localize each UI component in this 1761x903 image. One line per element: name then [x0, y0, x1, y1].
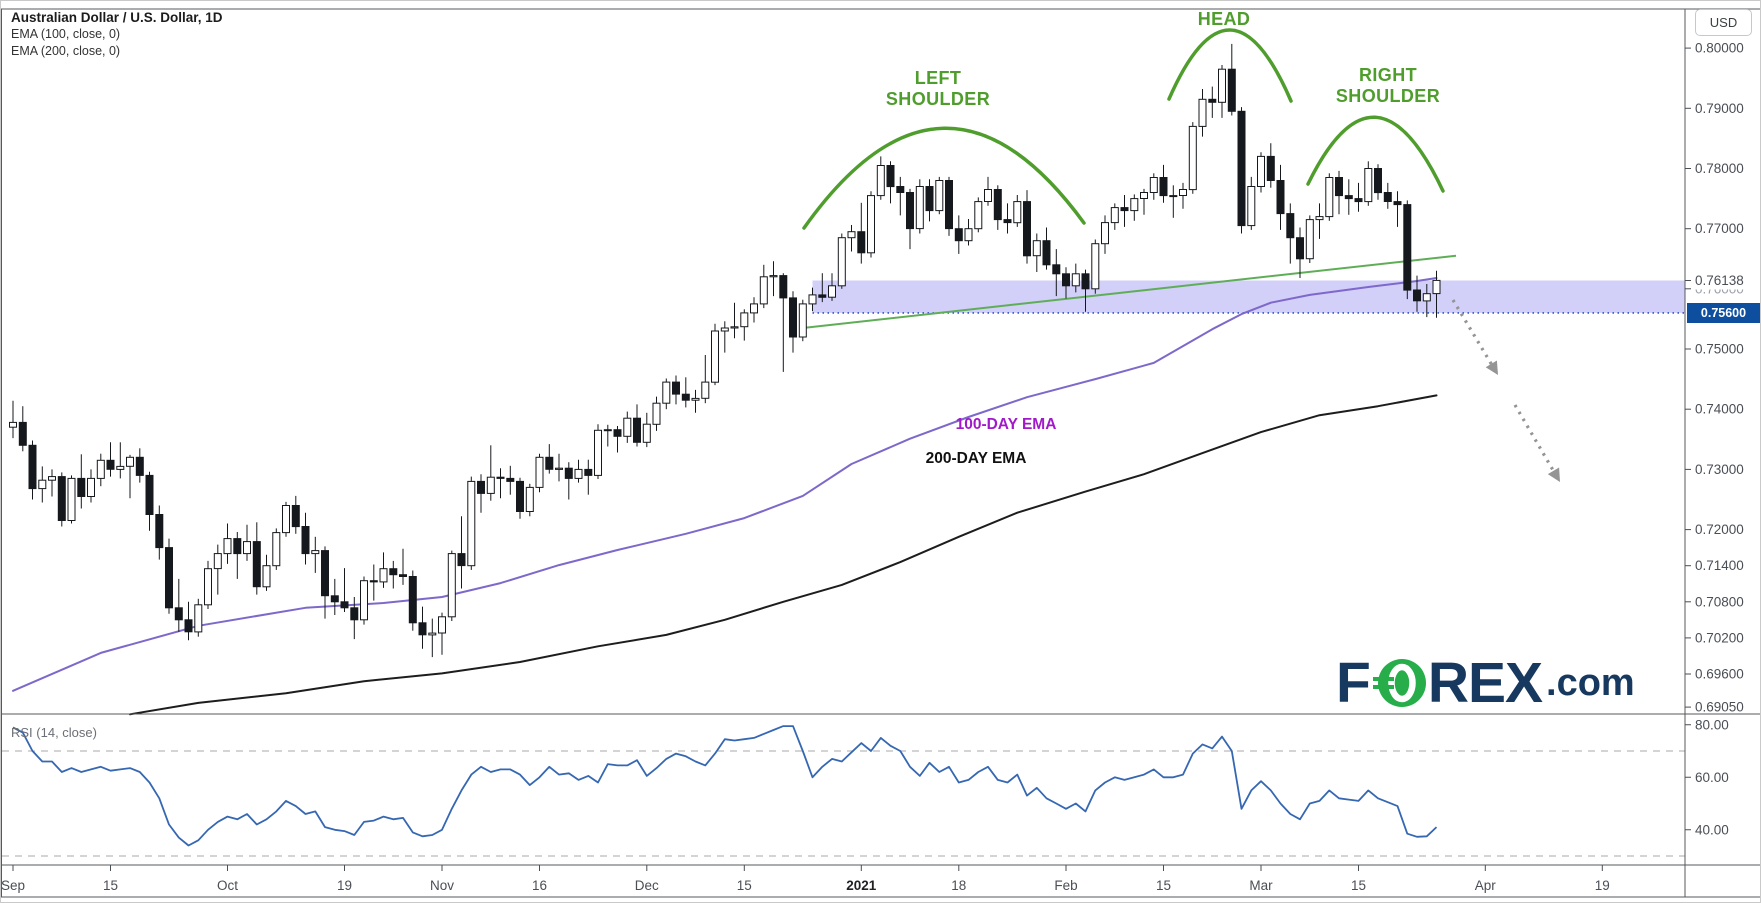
- svg-text:0.79000: 0.79000: [1695, 101, 1744, 116]
- projection-arrow-2: [1513, 404, 1556, 474]
- logo-f: F: [1336, 651, 1371, 715]
- rsi-pane-title[interactable]: RSI (14, close): [11, 725, 97, 740]
- svg-text:0.70200: 0.70200: [1695, 630, 1744, 645]
- neckline: [802, 254, 1457, 329]
- symbol-title[interactable]: Australian Dollar / U.S. Dollar, 1D: [11, 10, 223, 25]
- currency-toggle-button[interactable]: USD: [1695, 9, 1752, 36]
- svg-text:0.74000: 0.74000: [1695, 402, 1744, 417]
- last-price-badge: 0.75600: [1687, 303, 1760, 323]
- svg-text:15: 15: [737, 878, 752, 893]
- svg-text:Sep: Sep: [1, 878, 25, 893]
- svg-text:60.00: 60.00: [1695, 770, 1729, 785]
- forex-logo: F REX .com: [1336, 651, 1635, 715]
- svg-text:18: 18: [951, 878, 966, 893]
- svg-text:0.80000: 0.80000: [1695, 41, 1744, 56]
- indicator-ema200[interactable]: EMA (200, close, 0): [11, 44, 121, 58]
- price-axis[interactable]: 0.800000.790000.780000.770000.760000.761…: [1685, 41, 1759, 838]
- ema200-curve-label: 200-DAY EMA: [925, 450, 1027, 467]
- svg-text:0.70800: 0.70800: [1695, 594, 1744, 609]
- svg-text:0.69050: 0.69050: [1695, 700, 1744, 715]
- svg-text:16: 16: [532, 878, 547, 893]
- svg-text:40.00: 40.00: [1695, 822, 1729, 837]
- logo-com: .com: [1546, 661, 1635, 704]
- candles-layer: [9, 43, 1441, 658]
- svg-text:0.77000: 0.77000: [1695, 221, 1744, 236]
- svg-text:0.78000: 0.78000: [1695, 161, 1744, 176]
- svg-text:15: 15: [1351, 878, 1366, 893]
- ema200-line: [129, 394, 1438, 716]
- logo-rex: REX: [1427, 651, 1543, 715]
- svg-text:0.73000: 0.73000: [1695, 462, 1744, 477]
- time-axis[interactable]: Sep 15 Oct 19 Nov 16 Dec 15 2021 18 Feb 15 Mar 15 Apr 1…: [1, 865, 1610, 893]
- svg-text:Dec: Dec: [635, 878, 659, 893]
- support-zone-band: [812, 280, 1685, 313]
- rsi-line: [12, 725, 1438, 847]
- projection-arrowhead-2: [1547, 467, 1560, 482]
- svg-text:80.00: 80.00: [1695, 717, 1729, 732]
- svg-text:19: 19: [337, 878, 352, 893]
- logo-o-icon: [1372, 658, 1427, 708]
- svg-text:15: 15: [1156, 878, 1171, 893]
- svg-text:0.76138: 0.76138: [1695, 273, 1744, 288]
- svg-text:Mar: Mar: [1249, 878, 1273, 893]
- ema100-line: [12, 277, 1438, 692]
- head-label: HEAD: [1197, 9, 1251, 29]
- right-shoulder-arc: [1306, 115, 1445, 193]
- svg-text:0.69600: 0.69600: [1695, 667, 1744, 682]
- right-shoulder-label: RIGHT SHOULDER: [1335, 65, 1441, 106]
- svg-text:15: 15: [103, 878, 118, 893]
- svg-text:2021: 2021: [846, 878, 877, 893]
- projection-arrowhead-1: [1485, 360, 1498, 375]
- head-arc: [1167, 28, 1293, 103]
- svg-text:19: 19: [1595, 878, 1610, 893]
- svg-text:0.75000: 0.75000: [1695, 342, 1744, 357]
- svg-text:Apr: Apr: [1475, 878, 1497, 893]
- svg-text:0.72000: 0.72000: [1695, 522, 1744, 537]
- left-shoulder-label: LEFT SHOULDER: [885, 68, 991, 109]
- legend: Australian Dollar / U.S. Dollar, 1D EMA …: [11, 9, 223, 60]
- svg-text:Nov: Nov: [430, 878, 454, 893]
- left-shoulder-arc: [802, 126, 1086, 230]
- svg-text:Oct: Oct: [217, 878, 238, 893]
- ema100-curve-label: 100-DAY EMA: [955, 416, 1057, 433]
- svg-text:Feb: Feb: [1054, 878, 1077, 893]
- indicator-ema100[interactable]: EMA (100, close, 0): [11, 27, 121, 41]
- svg-text:0.71400: 0.71400: [1695, 558, 1744, 573]
